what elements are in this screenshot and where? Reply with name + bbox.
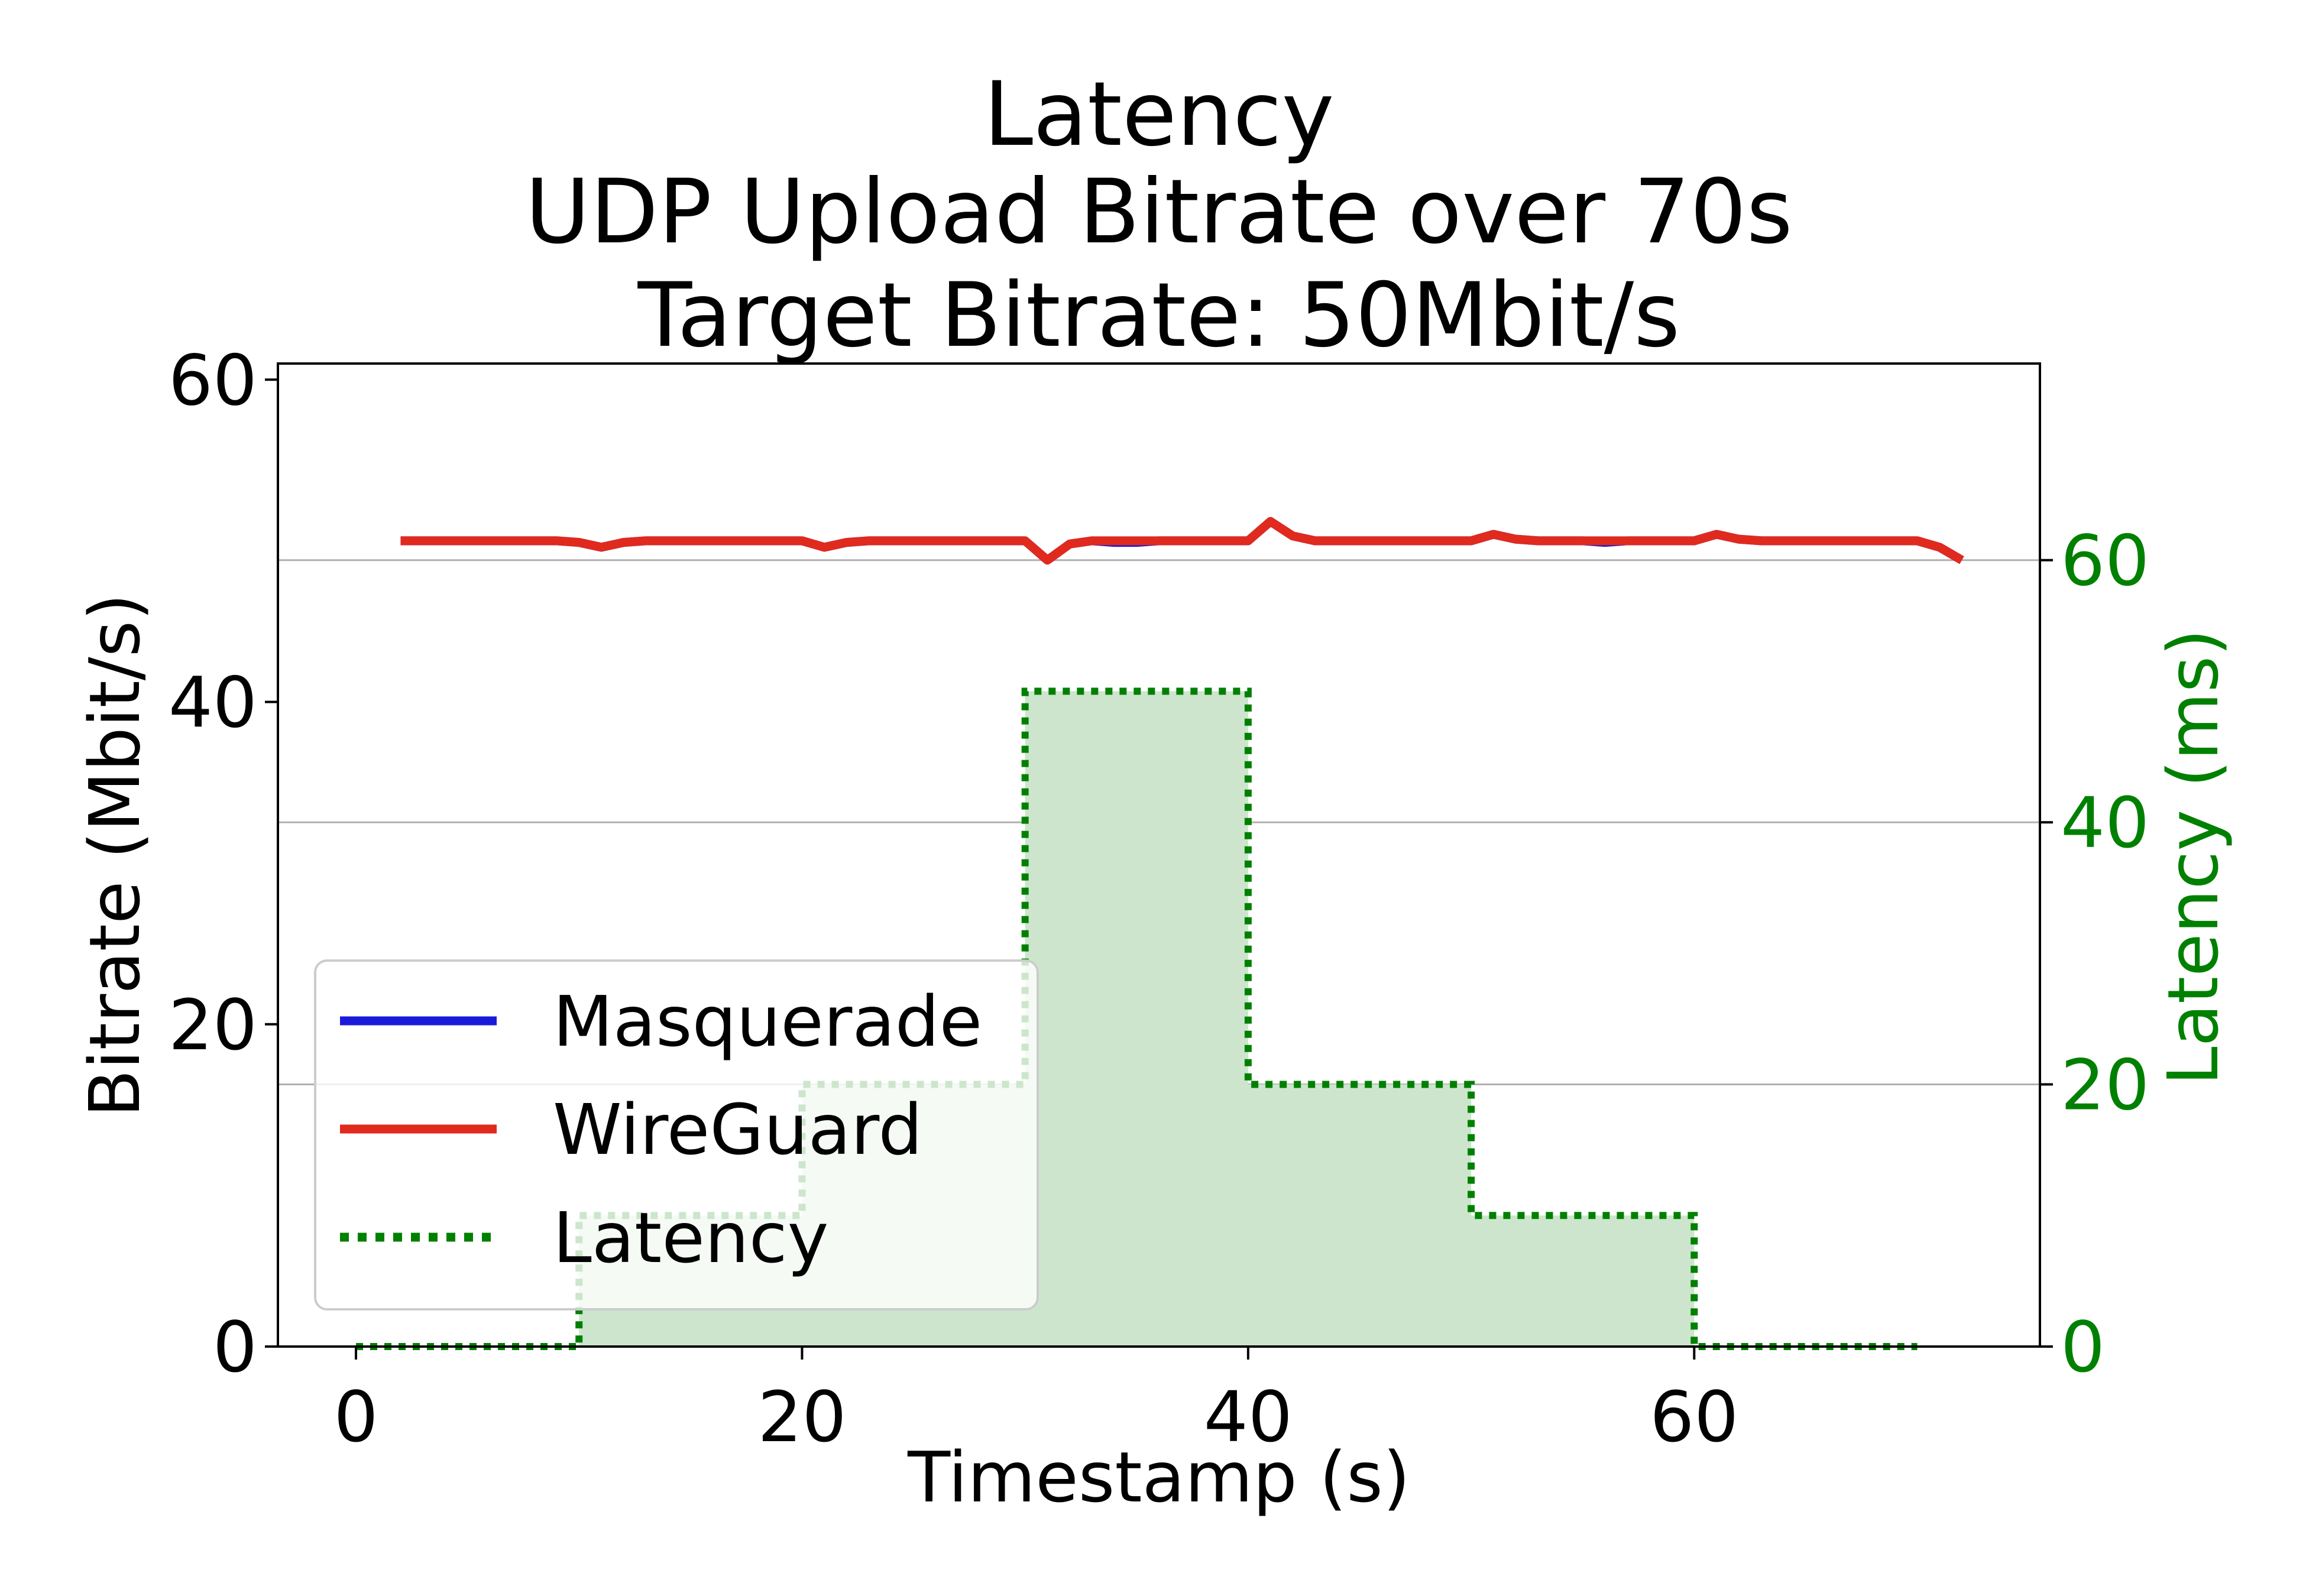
- axis-labels: Timestamp (s) Bitrate (Mbit/s) Latency (ms…: [74, 593, 2234, 1518]
- legend: Masquerade WireGuard Latency: [314, 959, 1039, 1310]
- x-axis-label: Timestamp (s): [907, 1436, 1410, 1518]
- y-right-tick-label: 40: [2061, 782, 2149, 864]
- title-line-2: UDP Upload Bitrate over 70s: [525, 161, 1793, 264]
- y-right-tick-label: 20: [2061, 1044, 2149, 1126]
- y-tick-label: 60: [169, 339, 257, 421]
- y-tick-label: 0: [213, 1306, 257, 1388]
- legend-label-masquerade: Masquerade: [553, 981, 982, 1062]
- latency-area: [356, 691, 1918, 1347]
- x-tick-label: 20: [757, 1376, 846, 1458]
- y-axis-label: Bitrate (Mbit/s): [74, 593, 156, 1117]
- axes: [277, 362, 2041, 1348]
- x-tick-label: 0: [333, 1376, 378, 1458]
- y-tick-label: 20: [169, 984, 257, 1066]
- y-right-tick-label: 60: [2061, 520, 2149, 602]
- x-tick-label: 40: [1204, 1376, 1293, 1458]
- latency-line: [356, 687, 1918, 1350]
- y-tick-label: 40: [169, 662, 257, 744]
- series: [356, 517, 1964, 1350]
- legend-box: [314, 959, 1039, 1310]
- y-right-axis-label: Latency (ms): [2152, 629, 2234, 1085]
- ticks: 0 20 40 60 0 20 40 60 0 20 40 60: [169, 339, 2149, 1458]
- legend-label-latency: Latency: [553, 1197, 828, 1279]
- plot-frame: [277, 362, 2041, 1348]
- x-tick-label: 60: [1650, 1376, 1738, 1458]
- legend-label-wireguard: WireGuard: [553, 1089, 922, 1170]
- latency-fill: [356, 691, 1918, 1347]
- y-right-tick-label: 0: [2061, 1306, 2105, 1388]
- title-line-3: Target Bitrate: 50Mbit/s: [637, 264, 1680, 367]
- wireguard-line: [400, 517, 1964, 565]
- title-line-1: Latency: [984, 63, 1335, 166]
